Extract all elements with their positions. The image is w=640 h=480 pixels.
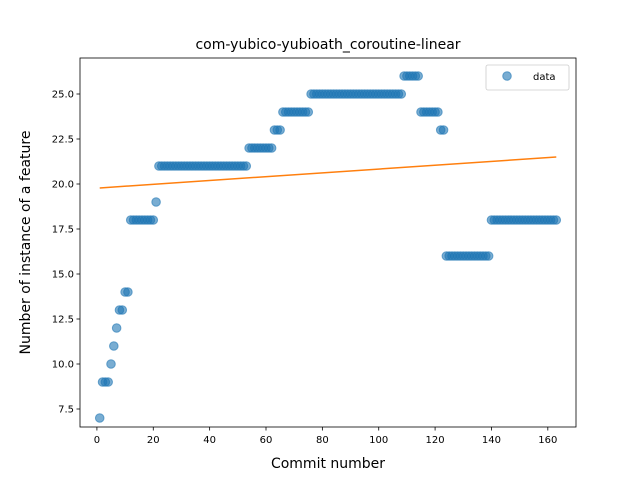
y-tick-label: 17.5 [52,225,74,236]
y-tick-label: 15.0 [52,270,74,281]
y-tick-label: 7.5 [58,405,74,416]
x-axis-ticks: 0 20 40 60 80 100 120 140 160 [94,427,557,446]
data-point [148,215,159,225]
data-point [396,89,407,99]
data-point [266,143,277,153]
y-axis-label: Number of instance of a feature [18,131,34,355]
y-tick-label: 25.0 [52,90,74,101]
data-point [433,107,443,117]
x-tick-label: 160 [538,435,557,446]
data-point [413,71,423,81]
data-point [551,215,562,225]
data-point [438,125,449,135]
y-tick-label: 22.5 [52,135,74,146]
x-tick-label: 20 [147,435,160,446]
x-tick-label: 40 [203,435,216,446]
x-tick-label: 140 [482,435,501,446]
plot-background [80,58,576,427]
legend-marker [502,71,512,81]
x-tick-label: 0 [94,435,100,446]
y-tick-label: 12.5 [52,315,74,326]
data-point [151,197,161,207]
data-point [275,125,285,135]
data-point [303,107,314,117]
x-axis-label: Commit number [271,456,385,472]
plot-frame [79,57,577,428]
y-axis-ticks: 7.5 10.0 12.5 15.0 17.5 20.0 22.5 25.0 [52,90,80,416]
x-tick-label: 80 [316,435,329,446]
data-marks [94,71,562,423]
data-point [94,413,105,423]
data-point [483,251,494,261]
data-point [241,161,252,171]
data-point [117,305,128,315]
x-tick-label: 60 [260,435,273,446]
y-tick-label: 10.0 [52,360,74,371]
data-point [123,287,133,297]
x-tick-label: 100 [369,435,388,446]
y-tick-label: 20.0 [52,180,74,191]
data-point [106,359,116,369]
data-point [103,377,113,387]
data-point [111,323,122,333]
legend-label-data: data [533,72,556,83]
legend-box [485,64,570,91]
legend: data [485,64,570,91]
trend-line [99,156,557,189]
data-point [109,341,119,351]
x-tick-label: 120 [426,435,445,446]
chart-title: com-yubico-yubioath_coroutine-linear [195,37,460,53]
